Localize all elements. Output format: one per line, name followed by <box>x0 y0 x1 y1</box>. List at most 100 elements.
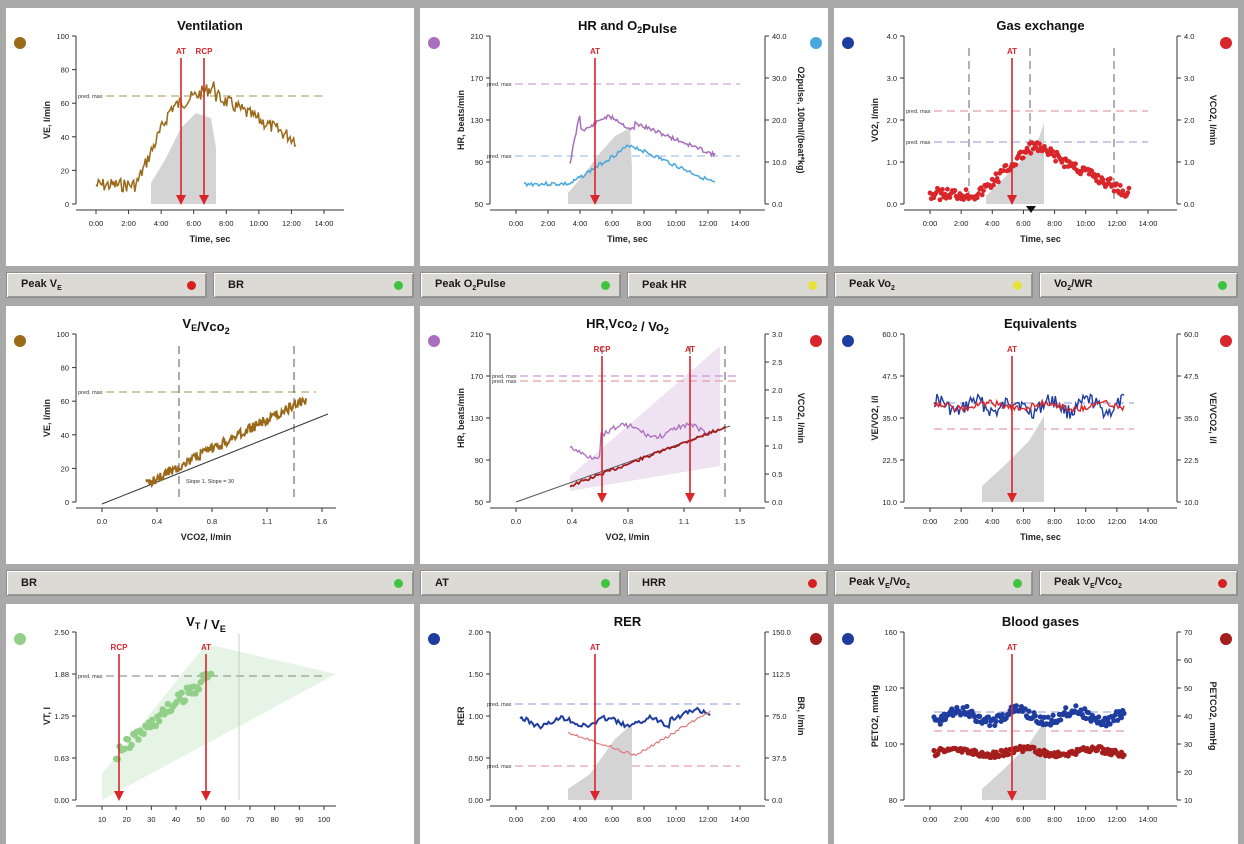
at-threshold-arrow-icon <box>1007 493 1017 503</box>
status-dot-icon <box>394 578 403 588</box>
stat-button[interactable]: Peak VE <box>6 272 207 298</box>
exercise-load-area <box>151 113 216 204</box>
x-tick-label: 70 <box>246 815 254 824</box>
rer-chart-panel: RER 2.00 1.50 1.00 0.50 0.00 150.0 112.5 75.0 37.… <box>420 604 828 844</box>
y-right-tick-label: 47.5 <box>1184 372 1199 381</box>
x-tick-label: 12:00 <box>699 815 718 824</box>
series-marker-icon <box>14 37 26 49</box>
vt-point <box>128 741 135 749</box>
blood-gases-chart-panel: Blood gases 160 120 100 80 70 60 50 40 30 20 10 0:00… <box>834 604 1238 844</box>
y-right-tick-label: 20 <box>1184 768 1192 777</box>
vco2-point <box>936 187 942 193</box>
x-tick-label: 0.8 <box>623 517 633 526</box>
peto2-point <box>1032 713 1038 719</box>
y-axis-label: VE, l/min <box>42 101 52 139</box>
series-marker-icon <box>428 37 440 49</box>
exercise-load-area <box>568 128 632 204</box>
vco2-point <box>1111 188 1117 194</box>
at-threshold-label: AT <box>176 47 186 56</box>
x-tick-label: 10 <box>98 815 106 824</box>
stat-button[interactable]: Peak HR <box>627 272 828 298</box>
x-tick-label: 8:00 <box>1047 517 1062 526</box>
x-tick-label: 12:00 <box>1107 815 1126 824</box>
stat-button[interactable]: BR <box>213 272 414 298</box>
stat-button[interactable]: Peak O2Pulse <box>420 272 621 298</box>
stat-button-label: Peak VE/Vo2 <box>849 575 910 591</box>
chart-title: Gas exchange <box>996 18 1084 33</box>
vco2-point <box>993 171 999 177</box>
peto2-point <box>1047 722 1054 728</box>
stat-button[interactable]: AT <box>420 570 621 596</box>
vco2-point <box>1061 164 1067 170</box>
peto2-point <box>1063 705 1069 711</box>
status-dot-icon <box>1218 578 1227 588</box>
x-tick-label: 4:00 <box>985 517 1000 526</box>
vt-confidence-area <box>102 644 336 800</box>
x-tick-label: 2:00 <box>541 815 556 824</box>
y-tick-label: 40 <box>61 133 69 142</box>
series-marker-icon <box>428 335 440 347</box>
stat-button-label: BR <box>228 279 244 291</box>
stat-button[interactable]: BR <box>6 570 414 596</box>
peto2-point <box>1041 714 1047 720</box>
x-tick-label: 80 <box>270 815 278 824</box>
status-dot-icon <box>808 280 817 290</box>
pred-max-label: pred. max <box>487 154 512 160</box>
peto2-point <box>999 711 1005 718</box>
peto2-point <box>1118 714 1125 721</box>
y-tick-label: 0.63 <box>54 754 69 763</box>
vco2-point <box>1114 181 1119 187</box>
y-right-tick-label: 22.5 <box>1184 456 1199 465</box>
series-marker-right-icon <box>810 633 822 645</box>
stat-button[interactable]: Peak Vo2 <box>834 272 1033 298</box>
exercise-load-area <box>982 416 1044 502</box>
chart-title: Equivalents <box>1004 316 1077 331</box>
x-tick-label: 0:00 <box>509 815 524 824</box>
stat-button[interactable]: Vo2/WR <box>1039 272 1238 298</box>
at-threshold-arrow-icon <box>176 195 186 205</box>
peto2-point <box>983 719 989 725</box>
x-tick-label: 2:00 <box>954 219 969 228</box>
y-tick-label: 100 <box>884 740 897 749</box>
x-tick-label: 6:00 <box>1016 517 1031 526</box>
stat-button[interactable]: Peak VE/Vco2 <box>1039 570 1238 596</box>
chart-title: VT / VE <box>186 614 226 634</box>
peto2-point <box>977 713 983 719</box>
vt-ve-chart-panel: VT / VE 2.50 1.88 1.25 0.63 0.00 10 20 30 40 50 60 7… <box>6 604 414 844</box>
rer-series-line <box>519 706 711 730</box>
stat-button-label: Peak O2Pulse <box>435 277 506 293</box>
y-tick-label: 2.50 <box>54 628 69 637</box>
vt-point <box>114 756 121 763</box>
x-tick-label: 10:00 <box>667 219 686 228</box>
y-axis-label: HR, beats/min <box>456 90 466 150</box>
vt-point <box>140 730 147 738</box>
x-tick-label: 12:00 <box>1107 517 1126 526</box>
hr-vo2-button-bar: AT HRR <box>420 570 828 596</box>
vco2-point <box>991 182 996 188</box>
x-tick-label: 30 <box>147 815 155 824</box>
x-tick-label: 4:00 <box>573 219 588 228</box>
y-right-tick-label: 60 <box>1184 656 1192 665</box>
chart-title: HR,Vco2 / Vo2 <box>586 316 669 336</box>
vco2-point <box>945 186 950 192</box>
y-tick-label: 210 <box>470 330 483 339</box>
y-right-tick-label: 1.0 <box>1184 158 1194 167</box>
status-dot-icon <box>601 280 610 290</box>
y-right-tick-label: 0.0 <box>1184 200 1194 209</box>
vco2-point <box>1037 141 1042 147</box>
y-axis-label: PETO2, mmHg <box>870 685 880 747</box>
stat-button[interactable]: Peak VE/Vo2 <box>834 570 1033 596</box>
x-tick-label: 50 <box>196 815 204 824</box>
x-tick-label: 0:00 <box>923 517 938 526</box>
y-right-tick-label: 0.0 <box>772 498 782 507</box>
stat-button[interactable]: HRR <box>627 570 828 596</box>
ventilation-chart-panel: Ventilation 100 80 60 40 20 0 0:00 2:00 4:00 6:00 8… <box>6 8 414 266</box>
y-right-tick-label: 3.0 <box>772 330 782 339</box>
vco2-point <box>947 195 953 200</box>
rcp-threshold-label: RCP <box>111 643 129 652</box>
stat-button-label: Peak HR <box>642 279 687 291</box>
hr-series-line <box>569 113 716 164</box>
x-tick-label: 12:00 <box>282 219 301 228</box>
br-series-line <box>567 710 711 757</box>
x-axis-label: Time, sec <box>1020 532 1061 542</box>
